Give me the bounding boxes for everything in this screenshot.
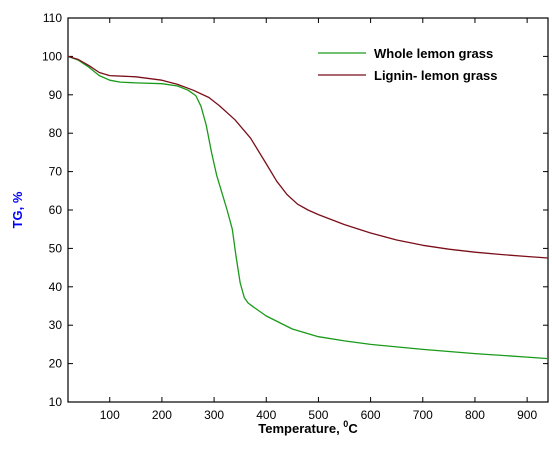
- y-tick-label: 70: [49, 165, 63, 179]
- x-tick-label: 200: [152, 408, 172, 422]
- x-tick-label: 600: [361, 408, 381, 422]
- x-axis-title: Temperature, 0C: [258, 419, 358, 436]
- x-tick-label: 100: [100, 408, 120, 422]
- legend-label-lignin-lemon-grass: Lignin- lemon grass: [374, 68, 498, 83]
- x-tick-label: 300: [204, 408, 224, 422]
- x-tick-label: 500: [308, 408, 328, 422]
- x-axis-title-unit: C: [348, 421, 358, 436]
- series-line-lignin-lemon-grass: [67, 55, 549, 259]
- y-tick-label: 20: [49, 357, 63, 371]
- legend: Whole lemon grass Lignin- lemon grass: [318, 46, 498, 83]
- series-line-whole-lemon-grass: [67, 55, 549, 360]
- y-tick-label: 90: [49, 88, 63, 102]
- y-tick-label: 10: [49, 395, 63, 409]
- y-tick-label: 100: [42, 49, 62, 63]
- x-axis-ticks: 100 200 300 400 500 600 700 800 900: [100, 18, 537, 422]
- x-tick-label: 800: [465, 408, 485, 422]
- y-axis-ticks: 10 20 30 40 50 60 70 80 90 100 110: [42, 11, 548, 409]
- x-axis-title-text: Temperature,: [258, 421, 343, 436]
- y-axis-title: TG, %: [10, 191, 25, 228]
- y-tick-label: 60: [49, 203, 63, 217]
- x-tick-label: 700: [413, 408, 433, 422]
- x-tick-label: 400: [256, 408, 276, 422]
- y-tick-label: 110: [43, 11, 62, 25]
- y-tick-label: 80: [49, 126, 63, 140]
- y-tick-label: 40: [49, 280, 63, 294]
- series-lines: [67, 55, 549, 360]
- y-tick-label: 50: [49, 241, 63, 255]
- x-tick-label: 900: [517, 408, 537, 422]
- y-tick-label: 30: [49, 318, 63, 332]
- x-axis-title-degree-sup: 0: [343, 419, 348, 429]
- legend-label-whole-lemon-grass: Whole lemon grass: [374, 46, 493, 61]
